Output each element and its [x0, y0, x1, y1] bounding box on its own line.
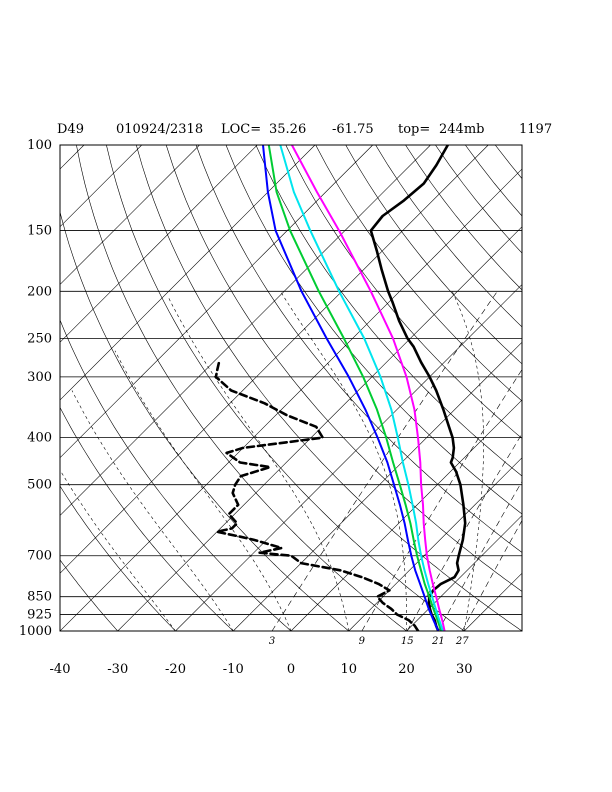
isotherm-line [60, 145, 258, 343]
loc-label: LOC= [221, 122, 261, 137]
pressure-tick-label: 850 [27, 590, 52, 605]
mixing-ratio-label: 15 [401, 636, 414, 647]
dry-adiabat [60, 485, 176, 631]
dry-adiabat [106, 145, 465, 631]
dry-adiabat [555, 145, 612, 631]
pressure-tick-label: 100 [27, 138, 52, 153]
isotherm-line [60, 145, 200, 285]
moist-adiabat [167, 296, 350, 631]
latitude-value: 35.26 [269, 122, 306, 137]
station-id: D49 [57, 122, 84, 137]
dry-adiabat [494, 145, 522, 180]
pressure-tick-label: 200 [27, 284, 52, 299]
mixing-ratio-line [438, 480, 522, 631]
temperature-tick-label: 10 [340, 662, 357, 677]
top-label: top= [398, 122, 430, 137]
moist-adiabat [451, 291, 484, 631]
dewpoint-trace [214, 360, 420, 631]
sounding-traces [214, 145, 467, 631]
dry-adiabat [285, 145, 522, 439]
isotherm-line [60, 145, 142, 228]
dry-adiabat [345, 145, 522, 365]
mixing-ratio-label: 3 [269, 636, 275, 647]
dry-adiabat [525, 145, 612, 631]
temperature-tick-label: 20 [398, 662, 415, 677]
isotherm-line [521, 630, 522, 631]
parcel-trace [279, 145, 444, 631]
pressure-tick-label: 500 [27, 478, 52, 493]
mixing-ratio-line [406, 433, 522, 631]
pressure-tick-label: 1000 [19, 624, 52, 639]
temperature-tick-label: 0 [287, 662, 295, 677]
moist-adiabat [280, 291, 407, 631]
pressure-tick-label: 250 [27, 331, 52, 346]
isotherm-line [60, 145, 489, 574]
isotherm-line [233, 341, 522, 631]
parcel-trace [290, 145, 446, 631]
isotherm-line [348, 457, 522, 631]
isotherm-line [117, 226, 522, 631]
dry-adiabat [435, 145, 522, 254]
mixing-ratio-label: 21 [431, 636, 445, 647]
dry-adiabat [60, 559, 119, 631]
isotherm-line [60, 145, 316, 401]
temperature-axis-labels: -40 -30 -20 -10 0 10 20 30 [50, 662, 473, 677]
temperature-tick-label: -20 [165, 662, 186, 677]
moist-adiabat [114, 350, 292, 631]
dry-adiabat [315, 145, 522, 402]
isotherm-line [580, 145, 612, 631]
isotherm-line [406, 515, 522, 631]
mixing-ratio-label: 27 [455, 636, 469, 647]
dry-adiabat [465, 145, 522, 217]
chart-header: D49 010924/2318 LOC= 35.26 -61.75 top= 2… [57, 122, 552, 137]
datetime-label: 010924/2318 [116, 122, 203, 137]
dry-adiabat [136, 145, 522, 631]
parcel-trace [267, 145, 443, 631]
dry-adiabat [405, 145, 522, 291]
mixing-ratio-labels: 3 9 15 21 27 [269, 636, 469, 647]
isotherm-line [60, 145, 431, 516]
isotherm-line [60, 168, 522, 631]
isotherm-line [60, 145, 373, 459]
isotherm-line [290, 399, 522, 631]
dry-adiabat [60, 210, 349, 631]
isotherm-line [175, 284, 522, 631]
pressure-tick-label: 400 [27, 431, 52, 446]
mixing-ratio-label: 9 [359, 636, 366, 647]
temperature-tick-label: 30 [456, 662, 473, 677]
isotherm-line [464, 572, 522, 631]
dry-adiabat [255, 145, 522, 477]
dry-adiabat [60, 319, 292, 631]
pressure-tick-label: 150 [27, 224, 52, 239]
dry-adiabat [585, 145, 612, 631]
mixing-ratio-line [271, 291, 498, 631]
temperature-tick-label: -40 [50, 662, 71, 677]
dry-adiabat [76, 145, 407, 631]
dry-adiabat [195, 145, 522, 553]
moist-adiabat [60, 469, 176, 631]
pressure-tick-label: 925 [27, 608, 52, 623]
temperature-tick-label: -30 [107, 662, 128, 677]
moist-adiabat [71, 390, 234, 631]
background-grid [60, 145, 612, 631]
dry-adiabat [225, 145, 522, 515]
pressure-tick-label: 300 [27, 370, 52, 385]
longitude-value: -61.75 [332, 122, 374, 137]
dry-adiabat [60, 406, 234, 631]
mixing-ratio-line [461, 519, 522, 631]
pressure-tick-label: 700 [27, 549, 52, 564]
plot-frame [59, 144, 523, 632]
top-value: 244mb [439, 122, 484, 137]
temperature-tick-label: -10 [223, 662, 244, 677]
extra-value: 1197 [519, 122, 552, 137]
parcel-trace [262, 145, 440, 631]
